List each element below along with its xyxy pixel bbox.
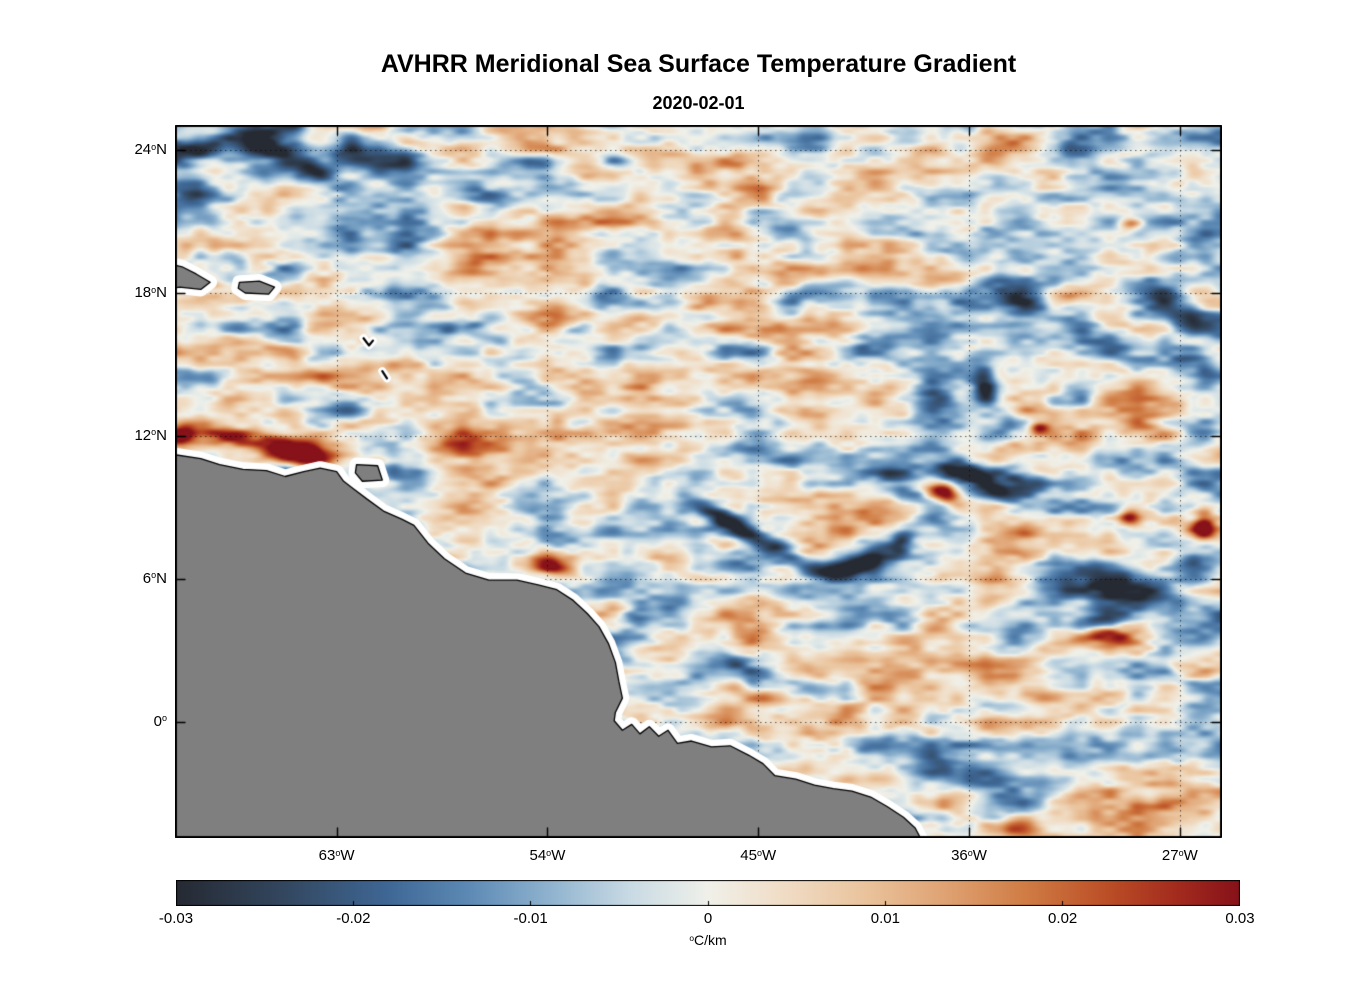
colorbar-tick-label: 0 [703, 910, 713, 927]
x-tick-label: 63oW [318, 847, 355, 864]
colorbar-tick-label: -0.01 [513, 910, 548, 927]
colorbar-tick-label: 0.01 [870, 910, 900, 927]
colorbar [176, 880, 1240, 906]
colorbar-tick-label: 0.02 [1048, 910, 1078, 927]
chart-date-subtitle: 2020-02-01 [652, 93, 745, 113]
x-tick-label: 45oW [740, 847, 777, 864]
y-tick-label: 12oN [134, 426, 167, 444]
x-tick-label: 36oW [951, 847, 987, 864]
chart-title: AVHRR Meridional Sea Surface Temperature… [380, 50, 1017, 78]
colorbar-tick-label: -0.03 [158, 910, 194, 927]
y-tick-label: 0o [153, 712, 167, 730]
x-tick-label: 54oW [529, 847, 566, 864]
colorbar-unit-label: oC/km [689, 932, 727, 948]
colorbar-tick-label: -0.02 [336, 910, 371, 927]
y-tick-label: 24oN [134, 141, 167, 159]
colorbar-tick-label: 0.03 [1225, 910, 1255, 927]
sst-gradient-map [175, 125, 1222, 838]
x-tick-label: 27oW [1161, 847, 1198, 864]
y-tick-label: 18oN [134, 284, 167, 301]
y-tick-label: 6oN [142, 569, 167, 587]
